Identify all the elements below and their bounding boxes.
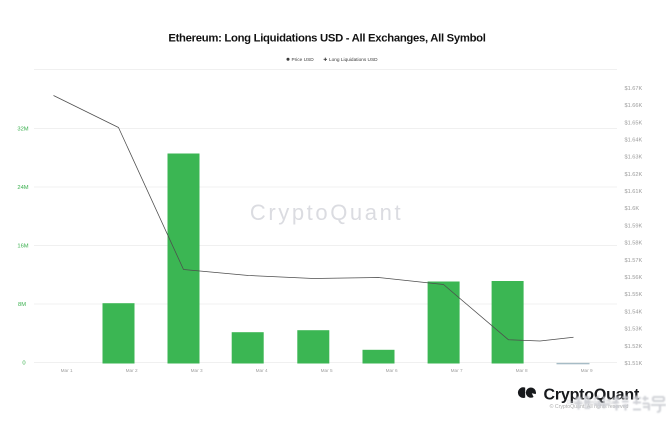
svg-text:$1.59K: $1.59K [625,223,643,229]
svg-text:Mar 2: Mar 2 [126,368,138,373]
svg-text:$1.56K: $1.56K [625,275,643,281]
svg-text:Mar 5: Mar 5 [321,368,333,373]
svg-text:Mar 4: Mar 4 [256,368,268,373]
svg-text:$1.53K: $1.53K [625,327,643,333]
svg-text:Long Liquidations USD: Long Liquidations USD [329,57,378,63]
svg-text:Price USD: Price USD [292,57,315,63]
svg-text:$1.54K: $1.54K [625,309,643,315]
svg-text:Mar 8: Mar 8 [516,368,528,373]
svg-text:Mar 7: Mar 7 [451,368,463,373]
svg-text:24M: 24M [17,185,28,191]
svg-text:$1.66K: $1.66K [625,103,643,109]
svg-text:$1.65K: $1.65K [625,120,643,126]
svg-text:0: 0 [22,360,25,366]
svg-text:$1.67K: $1.67K [625,86,643,92]
svg-text:$1.51K: $1.51K [625,361,643,367]
svg-text:CryptoQuant: CryptoQuant [250,200,403,225]
svg-text:Mar 6: Mar 6 [386,368,398,373]
svg-text:$1.52K: $1.52K [625,344,643,350]
svg-text:Mar 1: Mar 1 [61,368,73,373]
svg-text:8M: 8M [18,302,26,308]
svg-text:$1.55K: $1.55K [625,292,643,298]
svg-text:Ethereum: Long Liquidations US: Ethereum: Long Liquidations USD - All Ex… [168,33,485,45]
svg-text:$1.6K: $1.6K [625,206,640,212]
svg-text:$1.57K: $1.57K [625,258,643,264]
svg-text:$1.64K: $1.64K [625,138,643,144]
svg-text:Design. Integrity. Trust: Design. Integrity. Trust [567,400,617,406]
svg-text:Mar 9: Mar 9 [581,368,593,373]
svg-text:$1.58K: $1.58K [625,241,643,247]
svg-text:32M: 32M [17,126,28,132]
svg-text:Mar 3: Mar 3 [191,368,203,373]
svg-text:$1.61K: $1.61K [625,189,643,195]
svg-text:$1.62K: $1.62K [625,172,643,178]
svg-text:$1.63K: $1.63K [625,155,643,161]
svg-text:16M: 16M [17,243,28,249]
